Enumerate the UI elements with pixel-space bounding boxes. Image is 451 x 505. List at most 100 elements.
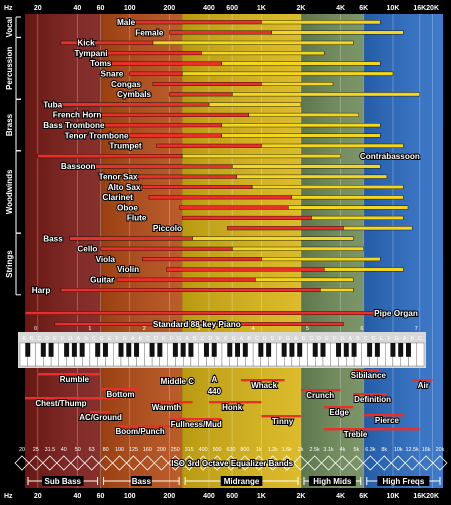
instrument-label-tympani: Tympani [74, 49, 107, 58]
axis-unit-bottom: Hz [4, 493, 13, 500]
tick-label-top-20K: 20K [426, 5, 439, 12]
eq-band-label-8k: 8k [381, 447, 387, 453]
note-letter: G [68, 336, 72, 342]
category-label-vocal: Vocal [5, 17, 14, 38]
eq-band-label-20: 20 [19, 447, 25, 453]
instrument-label-piccolo: Piccolo [153, 224, 182, 233]
harmonics-bar-tenor-sax [236, 174, 388, 179]
term-bar-edge [324, 406, 354, 409]
black-key [320, 343, 326, 357]
instrument-label-alto-sax: Alto Sax [108, 183, 141, 192]
fundamental-bar-female [169, 30, 272, 35]
note-letter: E [108, 336, 112, 342]
note-letter: B [411, 336, 415, 342]
white-key [416, 342, 425, 367]
black-key [79, 343, 85, 357]
note-letter: A [240, 336, 244, 342]
term-label-air: Air [418, 381, 429, 390]
ranges: Sub Bass Bass Midrange High Mids High Freqs [27, 476, 441, 486]
fundamental-bar-tenor-sax [129, 174, 237, 179]
term-bar-crunch [300, 389, 341, 392]
eq-band-label-1.6k: 1.6k [282, 447, 292, 453]
eq-band-label-10k: 10k [394, 447, 403, 453]
category-label-brass: Brass [5, 113, 14, 136]
eq-band-label-315: 315 [185, 447, 194, 453]
eq-band-label-125: 125 [129, 447, 138, 453]
range-label-sub-bass: Sub Bass [45, 477, 82, 486]
fundamental-bar-guitar [116, 277, 256, 282]
fundamental-bar-cello [100, 246, 233, 251]
eq-title: ISO 3rd Octave Equalizer Bands [171, 459, 293, 468]
harmonics-bar-piccolo [343, 226, 413, 231]
black-key [64, 343, 70, 357]
harmonics-bar-bassoon [231, 164, 381, 169]
range-label-bg-high-freqs [377, 476, 430, 486]
fundamental-bar-alto-sax [142, 184, 253, 189]
range-label-high-mids: High Mids [313, 477, 352, 486]
black-key [336, 343, 342, 357]
term-label-whack: Whack [251, 381, 277, 390]
eq-band-label-16k: 16k [422, 447, 431, 453]
note-letter: B [84, 336, 88, 342]
tick-label-bottom-200: 200 [164, 493, 176, 500]
eq-band-label-40: 40 [61, 447, 67, 453]
black-key [405, 343, 411, 357]
harmonics-bar-violin [323, 267, 404, 272]
eq-band-label-1.2k: 1.2k [268, 447, 278, 453]
terms: Rumble Chest/Thump AC/Ground Bottom Boom/Pun… [25, 369, 433, 440]
term-label-middle-c: Middle C [161, 377, 195, 386]
instrument-label-trumpet: Trumpet [109, 142, 142, 151]
black-key [157, 343, 163, 357]
term-label-treble: Treble [344, 430, 368, 439]
fundamental-bar-oboe [179, 205, 289, 210]
fundamental-bar-bass-trombone [83, 123, 222, 128]
term-bar-air [412, 379, 433, 382]
harmonics-bar-alto-sax [251, 184, 404, 189]
note-letter: C [146, 336, 150, 342]
note-letter: C [37, 336, 41, 342]
harmonics-bar-male [261, 20, 381, 25]
fundamental-bar-bassoon [95, 164, 233, 169]
black-key [149, 343, 155, 357]
note-letter: C [201, 336, 205, 342]
tick-label-bottom-10K: 10K [387, 493, 400, 500]
black-key [40, 343, 46, 357]
black-key [203, 343, 209, 357]
fundamental-bar-contrabassoon [37, 154, 183, 159]
eq-band-label-50: 50 [75, 447, 81, 453]
note-letter: A [294, 336, 298, 342]
term-label-boom-punch: Boom/Punch [115, 427, 164, 436]
octave-label-4: 4 [252, 326, 255, 332]
category-label-percussion: Percussion [5, 47, 14, 90]
instrument-label-toms: Toms [90, 59, 112, 68]
tick-label-bottom-2K: 2K [296, 493, 305, 500]
harmonics-bar-bass [192, 236, 354, 241]
term-bar-treble [324, 428, 420, 431]
note-letter: E [162, 336, 166, 342]
octave-label-6: 6 [360, 326, 363, 332]
octave-label-7: 7 [415, 326, 418, 332]
fundamental-bar-congas [152, 81, 262, 86]
tick-label-top-600: 600 [226, 5, 238, 12]
fundamental-bar-tuba [56, 102, 210, 107]
range-bar-pipe-organ [24, 311, 377, 315]
term-label-honk: Honk [222, 403, 243, 412]
category-brackets: Vocal Percussion Brass Woodwinds Strings [5, 16, 21, 296]
axis-unit-top: Hz [4, 5, 13, 12]
term-label-tinny: Tinny [272, 417, 294, 426]
term-bar-whack [240, 379, 285, 382]
black-key [297, 343, 303, 357]
note-letter: B [302, 336, 306, 342]
axis-bar-top [0, 0, 451, 14]
term-bar-fullness-mud [169, 418, 222, 421]
fundamental-bar-harp [60, 288, 321, 293]
range-label-midrange: Midrange [224, 477, 260, 486]
note-letter: C [92, 336, 96, 342]
tick-label-bottom-400: 400 [203, 493, 215, 500]
range-label-pipe-organ: Pipe Organ [374, 309, 418, 318]
term-label-warmth: Warmth [152, 403, 182, 412]
note-letter: B [139, 336, 143, 342]
instrument-label-cymbals: Cymbals [117, 90, 152, 99]
tick-label-top-2K: 2K [296, 5, 305, 12]
note-letter: D [45, 336, 49, 342]
